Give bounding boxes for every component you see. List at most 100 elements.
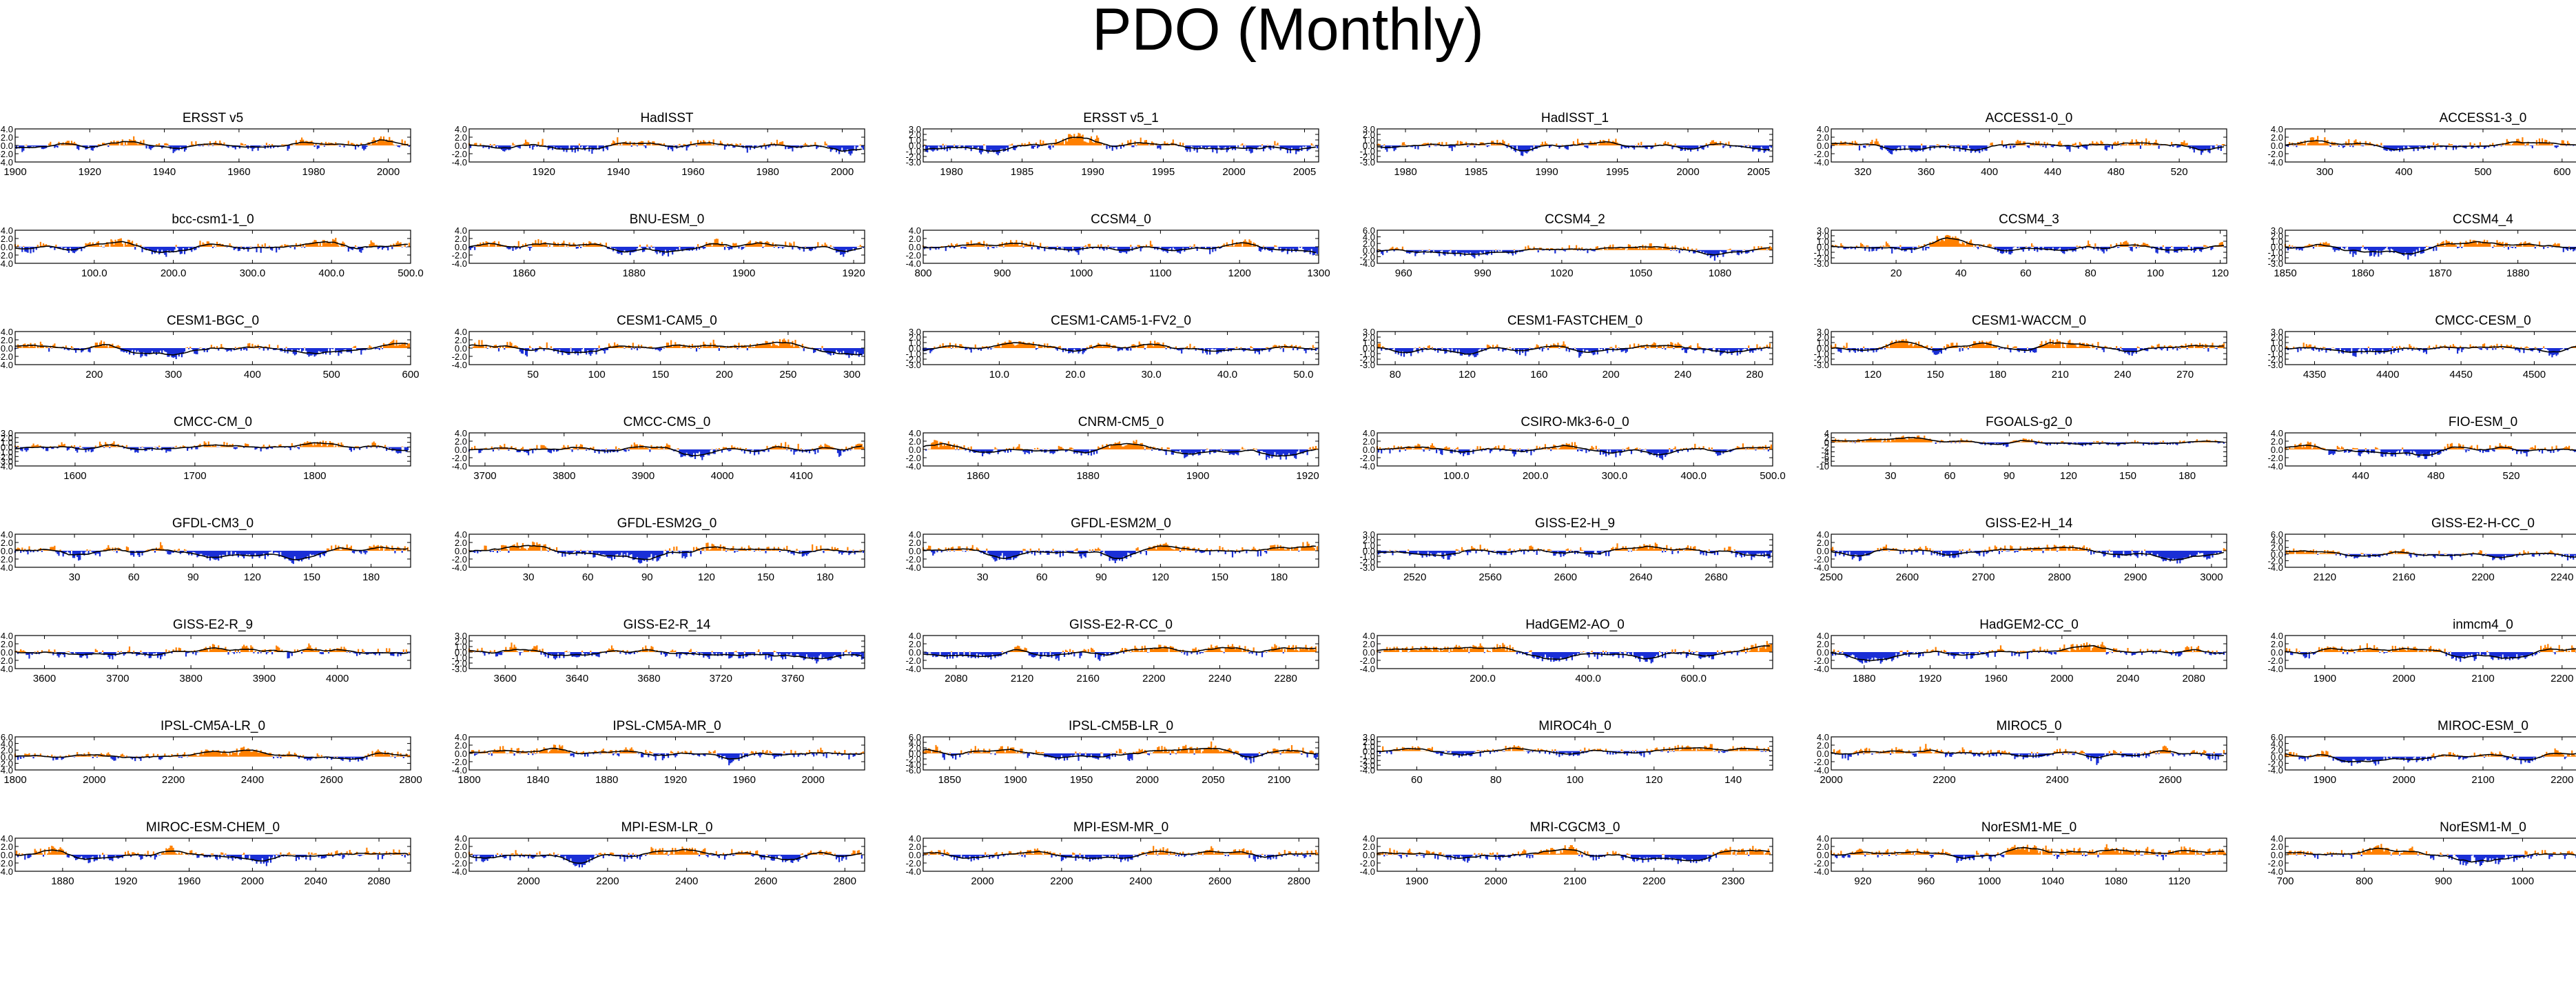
negative-anomaly-bars — [2286, 247, 2576, 260]
y-tick-label: 0.0 — [1817, 749, 1829, 759]
x-tick-label: 3640 — [566, 673, 588, 684]
y-tick-label: 0.0 — [2271, 647, 2283, 658]
positive-anomaly-bars — [2284, 844, 2575, 855]
x-tick-label: 1900 — [1186, 470, 1209, 482]
y-tick-label: 0.0 — [1817, 343, 1829, 354]
y-tick-label: -2.0 — [1360, 656, 1375, 666]
x-tick-label: 3900 — [632, 470, 655, 482]
negative-anomaly-bars — [1832, 855, 2218, 863]
y-tick-label: -4.0 — [452, 461, 467, 471]
y-tick-label: 2.0 — [909, 842, 921, 852]
x-tick-label: 1860 — [2351, 267, 2374, 279]
x-tick-label: 3680 — [637, 673, 660, 684]
x-tick-label: 2600 — [1208, 875, 1231, 887]
y-tick-label: -4.0 — [0, 461, 13, 471]
y-tick-label: 3.0 — [1817, 225, 1829, 236]
page-title: PDO (Monthly) — [1092, 0, 1484, 63]
y-tick-label: 3.0 — [1363, 529, 1375, 540]
panel-title: GFDL-CM3_0 — [172, 516, 254, 531]
panel-3: ERSST v5_1 3.02.01.00.0-1.0-2.0-3.0 1980 19… — [906, 111, 1319, 178]
y-tick-label: -4.0 — [1360, 461, 1375, 471]
smoothed-curve — [468, 849, 863, 864]
y-tick-label: -4.0 — [0, 866, 13, 877]
y-tick-label: -4.0 — [0, 157, 13, 167]
y-tick-label: 2.0 — [2271, 132, 2283, 143]
x-tick-label: 300 — [165, 369, 182, 380]
y-tick-label: 2.0 — [2271, 542, 2283, 553]
positive-anomaly-bars — [2286, 343, 2576, 348]
x-tick-label: 1040 — [2041, 875, 2064, 887]
x-tick-label: 150 — [303, 571, 320, 583]
panel-title: MRI-CGCM3_0 — [1530, 820, 1620, 835]
y-tick-label: -4.0 — [906, 760, 921, 770]
x-tick-label: 400 — [1981, 166, 1998, 178]
panel-title: IPSL-CM5A-LR_0 — [161, 719, 265, 733]
y-tick-label: -4.0 — [0, 664, 13, 674]
x-tick-label: 1080 — [2105, 875, 2127, 887]
x-tick-label: 300 — [843, 369, 861, 380]
smoothed-curve — [2285, 753, 2576, 762]
y-tick-label: 2.0 — [1, 745, 13, 755]
y-tick-label: 0.0 — [1363, 546, 1375, 556]
x-tick-label: 4000 — [711, 470, 734, 482]
x-tick-label: 60 — [1944, 470, 1956, 482]
panel-title: CESM1-WACCM_0 — [1972, 314, 2086, 328]
x-tick-label: 200.0 — [1523, 470, 1549, 482]
x-tick-label: 200.0 — [1470, 673, 1496, 684]
y-tick-label: -2.0 — [452, 554, 467, 565]
y-tick-label: 4.0 — [1363, 428, 1375, 438]
y-tick-label: -2.0 — [2268, 453, 2283, 463]
x-tick-label: 180 — [362, 571, 380, 583]
x-tick-label: 2200 — [1933, 774, 1955, 786]
y-tick-label: 2 — [1824, 433, 1829, 443]
y-tick-label: 2.0 — [1363, 535, 1375, 545]
x-tick-label: 150 — [2119, 470, 2136, 482]
x-tick-label: 200 — [85, 369, 103, 380]
y-tick-label: 0.0 — [1363, 445, 1375, 455]
panel-19: CMCC-CM_0 3.02.01.00.0-1.0-2.0-3.0-4.0 160… — [0, 415, 411, 482]
x-tick-label: 600.0 — [1680, 673, 1707, 684]
x-tick-label: 600 — [2553, 166, 2570, 178]
x-tick-label: 2600 — [320, 774, 343, 786]
positive-anomaly-bars — [1830, 234, 2223, 247]
negative-anomaly-bars — [1381, 145, 1772, 156]
x-tick-label: 1880 — [2506, 267, 2529, 279]
x-tick-label: 2100 — [2471, 673, 2494, 684]
smoothed-curve — [2285, 550, 2576, 558]
y-tick-label: 0.0 — [1817, 850, 1829, 860]
x-tick-label: 2040 — [305, 875, 327, 887]
x-tick-label: 1200 — [1228, 267, 1251, 279]
x-tick-label: 2240 — [1208, 673, 1231, 684]
y-tick-label: -1.0 — [1360, 551, 1375, 562]
panel-title: GISS-E2-H_14 — [1986, 516, 2073, 531]
smoothed-curve — [923, 545, 1316, 560]
y-tick-label: -2.0 — [2268, 556, 2283, 566]
y-tick-label: 4.0 — [1817, 529, 1829, 540]
x-tick-label: 1960 — [733, 774, 756, 786]
y-tick-label: 2.0 — [1363, 130, 1375, 140]
y-tick-label: 2.0 — [1363, 842, 1375, 852]
y-tick-label: 2.0 — [2271, 332, 2283, 343]
panel-title: CSIRO-Mk3-6-0_0 — [1521, 415, 1629, 429]
y-tick-label: 0.0 — [1363, 747, 1375, 757]
y-tick-label: -1.0 — [1360, 349, 1375, 359]
positive-anomaly-bars — [2284, 441, 2573, 449]
negative-anomaly-bars — [2298, 756, 2567, 766]
y-tick-label: -4.0 — [2268, 461, 2283, 471]
x-tick-label: 600 — [402, 369, 419, 380]
x-tick-label: 2800 — [2048, 571, 2070, 583]
negative-anomaly-bars — [1377, 449, 1769, 460]
x-tick-label: 500 — [323, 369, 340, 380]
y-tick-label: -2.0 — [0, 352, 13, 362]
y-tick-label: 1.0 — [1363, 540, 1375, 551]
x-tick-label: 2300 — [1722, 875, 1744, 887]
x-tick-label: 250 — [779, 369, 796, 380]
y-tick-label: -2.0 — [0, 451, 13, 462]
smoothed-curve — [468, 242, 863, 253]
panel-title: CESM1-CAM5-1-FV2_0 — [1051, 314, 1191, 328]
y-tick-label: 0.0 — [909, 850, 921, 860]
y-tick-label: 6.0 — [909, 732, 921, 742]
y-tick-label: 2.0 — [455, 740, 467, 751]
